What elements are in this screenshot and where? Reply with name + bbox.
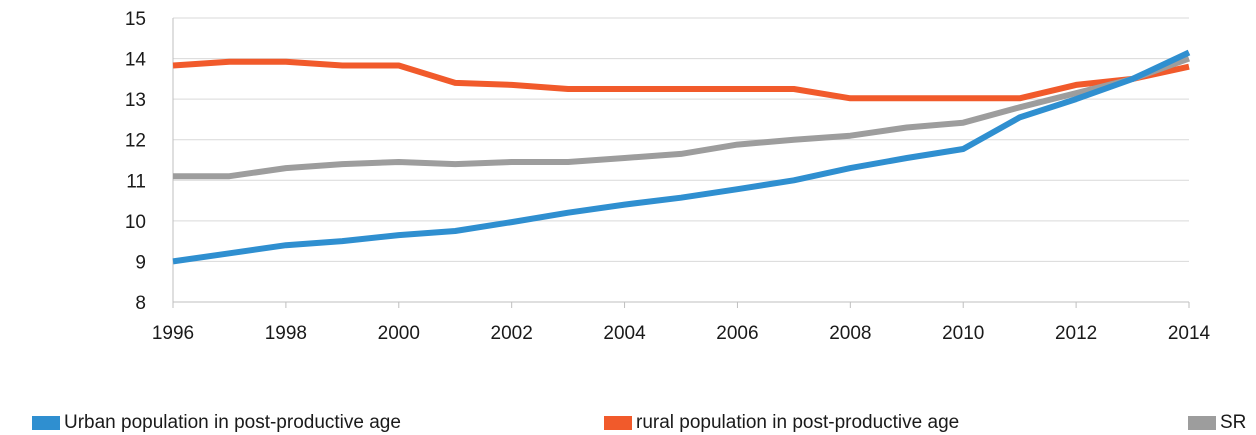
x-tick-label: 2002 (491, 323, 533, 344)
y-tick-label: 11 (126, 171, 146, 192)
series-line-rural (172, 58, 1190, 102)
x-tick-label: 2014 (1168, 323, 1211, 344)
y-tick-label: 10 (125, 212, 146, 233)
y-tick-label: 14 (125, 50, 147, 71)
x-tick-label: 2008 (829, 323, 871, 344)
x-axis-tick-labels: 1996 1998 2000 2002 2004 2006 2008 2010 2012 2014 (152, 323, 1211, 344)
x-tick-label: 1996 (152, 323, 194, 344)
x-tick-label: 2010 (942, 323, 984, 344)
x-tick-label: 2004 (603, 323, 646, 344)
legend-item-sr: SR (1188, 412, 1246, 434)
legend-item-rural: rural population in post-productive age (604, 412, 959, 434)
legend-label-rural: rural population in post-productive age (636, 412, 960, 433)
y-tick-label: 12 (125, 131, 146, 152)
legend-swatch-sr (1188, 416, 1216, 430)
y-axis-tick-labels: 8 9 10 11 12 13 14 15 (125, 9, 147, 314)
legend-item-urban: Urban population in post-productive age (32, 412, 401, 434)
x-tick-label: 2012 (1055, 323, 1097, 344)
legend-label-urban: Urban population in post-productive age (64, 412, 401, 433)
legend-label-sr: SR (1220, 412, 1247, 433)
legend-swatch-rural (604, 416, 632, 430)
series-line-urban (172, 49, 1191, 265)
x-tick-label: 1998 (265, 323, 307, 344)
series-line-sr (173, 55, 1191, 180)
series-lines (172, 49, 1191, 265)
y-tick-label: 15 (125, 9, 146, 30)
gridlines (173, 17, 1189, 262)
y-tick-label: 8 (135, 293, 146, 314)
y-tick-label: 13 (125, 90, 146, 111)
y-tick-label: 9 (135, 252, 146, 273)
axes (172, 18, 1190, 308)
x-tick-label: 2006 (716, 323, 758, 344)
legend-swatch-urban (32, 416, 60, 430)
x-tick-label: 2000 (378, 323, 420, 344)
